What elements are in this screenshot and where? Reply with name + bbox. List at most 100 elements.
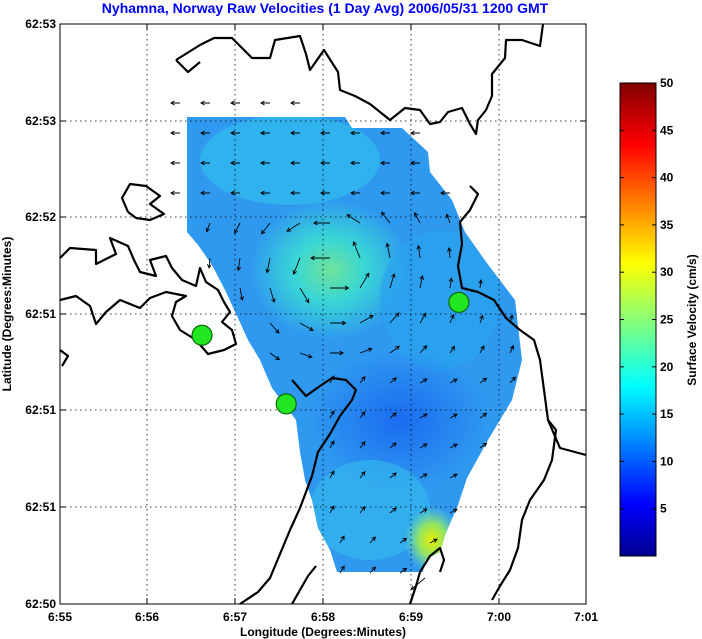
velocity-vector xyxy=(380,190,390,196)
velocity-vector xyxy=(330,320,347,326)
velocity-vector xyxy=(414,211,421,224)
y-tick-label: 62:51 xyxy=(25,403,56,417)
velocity-vector xyxy=(359,440,366,449)
velocity-vector xyxy=(419,274,425,289)
velocity-vector xyxy=(170,100,180,106)
grid xyxy=(60,24,586,604)
velocity-vector xyxy=(299,352,313,359)
velocity-vector xyxy=(261,222,271,235)
colorbar-tick-label: 5 xyxy=(660,502,667,516)
velocity-vector xyxy=(389,412,397,419)
velocity-vector xyxy=(292,257,301,275)
coastline-north xyxy=(175,23,545,136)
velocity-vector xyxy=(419,345,428,354)
velocity-vector xyxy=(260,160,270,166)
colorbar: 5 10 15 20 25 30 35 40 45 50 Surface Velocity (cm… xyxy=(619,76,699,557)
velocity-vector xyxy=(449,413,458,419)
y-tick-label: 62:50 xyxy=(25,597,56,611)
x-tick-label: 7:01 xyxy=(574,610,598,624)
x-tick-labels: 6:55 6:56 6:57 6:58 6:59 7:00 7:01 xyxy=(48,610,598,624)
x-axis-label: Longitude (Degrees:Minutes) xyxy=(240,625,406,639)
colorbar-tick-label: 40 xyxy=(660,171,674,185)
coastline-south xyxy=(239,376,358,605)
velocity-vector xyxy=(200,100,210,106)
radar-site-marker xyxy=(275,393,297,415)
coastline-southeast xyxy=(491,419,558,601)
velocity-vector xyxy=(389,377,397,384)
velocity-vector xyxy=(329,410,335,419)
velocity-vector xyxy=(299,322,314,331)
velocity-vector xyxy=(200,130,210,136)
velocity-vector xyxy=(260,100,270,106)
velocity-vector xyxy=(200,160,210,166)
velocity-vector xyxy=(320,160,330,166)
velocity-vector xyxy=(346,214,361,224)
velocity-vector xyxy=(350,190,360,196)
radar-sites xyxy=(191,291,470,415)
coastline-west-small xyxy=(59,349,70,367)
velocity-vector xyxy=(479,345,485,354)
velocity-vector xyxy=(429,538,438,544)
velocity-vector xyxy=(380,130,390,136)
velocity-vector xyxy=(389,312,400,324)
velocity-vector xyxy=(200,190,210,196)
velocity-vector xyxy=(369,536,376,544)
velocity-vector xyxy=(359,347,373,354)
coastline xyxy=(59,23,587,605)
velocity-vector xyxy=(399,537,408,544)
colorbar-tick-label: 20 xyxy=(660,360,674,374)
velocity-vector xyxy=(447,247,452,259)
velocity-vector xyxy=(352,241,361,259)
velocity-vector xyxy=(509,344,515,354)
velocity-vector xyxy=(389,472,397,479)
velocity-vector xyxy=(449,378,458,384)
velocity-vector xyxy=(359,272,370,289)
velocity-vector xyxy=(359,505,366,514)
velocity-vector xyxy=(290,160,300,166)
velocity-vector xyxy=(419,378,428,384)
velocity-vector xyxy=(389,507,397,514)
velocity-vector xyxy=(478,279,483,289)
velocity-vector xyxy=(479,377,488,384)
velocity-vector xyxy=(389,345,401,354)
colorbar-tick-label: 35 xyxy=(660,218,674,232)
y-tick-label: 62:52 xyxy=(25,210,56,224)
x-tick-label: 6:55 xyxy=(48,610,72,624)
velocity-vector xyxy=(207,257,212,269)
velocity-vector xyxy=(380,160,390,166)
velocity-vector xyxy=(410,160,420,166)
velocity-vector xyxy=(299,287,310,304)
velocity-vector xyxy=(170,130,180,136)
velocity-vector xyxy=(445,213,451,224)
coastline-south-lower xyxy=(291,565,317,605)
velocity-vector xyxy=(359,410,366,419)
velocity-vector xyxy=(329,375,335,384)
velocity-vector xyxy=(410,190,420,196)
y-tick-label: 62:51 xyxy=(25,307,56,321)
y-tick-label: 62:53 xyxy=(25,114,56,128)
velocity-vector xyxy=(290,100,300,106)
radar-site-marker xyxy=(448,291,470,313)
velocity-vector xyxy=(239,287,245,302)
velocity-vector xyxy=(260,190,270,196)
x-tick-label: 6:57 xyxy=(223,610,247,624)
velocity-vector xyxy=(419,312,427,324)
velocity-vector xyxy=(479,412,488,419)
velocity-vector xyxy=(230,190,240,196)
velocity-vector xyxy=(269,287,276,304)
y-tick-label: 62:51 xyxy=(25,500,56,514)
velocity-vector xyxy=(312,220,330,226)
velocity-vector xyxy=(329,440,335,449)
velocity-vector xyxy=(448,277,454,289)
velocity-vector xyxy=(260,130,270,136)
velocity-vector xyxy=(399,567,408,574)
x-tick-label: 6:58 xyxy=(311,610,335,624)
coastline-west xyxy=(59,236,238,356)
velocity-vector xyxy=(205,222,211,233)
velocity-vector xyxy=(419,413,428,419)
coastline-east xyxy=(456,185,587,457)
velocity-vector xyxy=(265,257,271,274)
velocity-vector xyxy=(449,473,458,479)
colorbar-label: Surface Velocity (cm/s) xyxy=(685,254,699,385)
